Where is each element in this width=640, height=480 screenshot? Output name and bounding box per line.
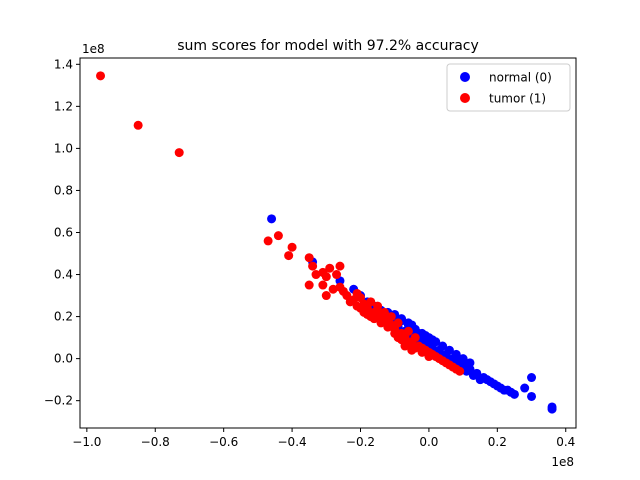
x-tick-label: 0.4 [556, 435, 575, 449]
data-point [438, 341, 448, 351]
data-point [420, 331, 430, 340]
data-point [304, 280, 314, 290]
data-point [328, 284, 338, 294]
y-tick-label: 1.2 [54, 99, 73, 113]
y-tick-label: 0.4 [54, 268, 73, 282]
data-point [444, 345, 454, 355]
y-tick-label: 0.2 [54, 310, 73, 324]
data-point [393, 333, 403, 343]
y-tick-label: 0.0 [54, 352, 73, 366]
y-tick-label: 0.6 [54, 225, 73, 239]
data-point [489, 379, 499, 389]
legend-marker-normal [460, 72, 470, 82]
data-point [462, 366, 472, 376]
y-tick-label: 0.8 [54, 183, 73, 197]
data-point [318, 280, 328, 290]
series-tumor [96, 71, 465, 376]
data-point [424, 352, 434, 362]
data-point [455, 366, 465, 376]
data-point [403, 326, 413, 336]
data-point [527, 391, 537, 401]
data-point [311, 270, 321, 280]
data-point [496, 383, 506, 393]
data-point [468, 370, 478, 380]
data-point [427, 335, 437, 345]
legend-label-tumor: tumor (1) [489, 92, 546, 106]
data-point [400, 341, 410, 351]
data-point [321, 291, 331, 301]
legend-label-normal: normal (0) [489, 71, 552, 85]
data-point [335, 261, 345, 271]
x-tick-label: −0.8 [141, 435, 170, 449]
data-point [174, 148, 184, 158]
x-offset-label: 1e8 [551, 455, 574, 469]
y-tick-label: 1.0 [54, 141, 73, 155]
data-point [345, 297, 355, 307]
data-point [482, 375, 492, 385]
data-point [407, 345, 417, 355]
x-tick-label: 0.2 [488, 435, 507, 449]
y-offset-label: 1e8 [82, 42, 105, 56]
data-point [465, 358, 475, 368]
data-point [263, 236, 273, 246]
legend-marker-tumor [460, 93, 470, 103]
data-point [304, 253, 314, 263]
data-point [133, 120, 143, 130]
plot-frame [79, 57, 577, 429]
data-point [379, 307, 389, 317]
data-point [366, 312, 376, 322]
data-point [547, 404, 557, 414]
data-point [352, 301, 362, 311]
data-point [417, 347, 427, 357]
data-point [458, 354, 468, 364]
x-tick-label: −1.0 [72, 435, 101, 449]
data-point [96, 71, 106, 81]
y-tick-label: 1.4 [54, 57, 73, 71]
data-point [366, 297, 376, 307]
data-point [475, 375, 485, 385]
data-point [386, 312, 396, 322]
data-point [321, 272, 331, 282]
x-tick-label: −0.4 [278, 435, 307, 449]
data-point [383, 322, 393, 332]
data-point [284, 251, 294, 261]
legend: normal (0) tumor (1) [446, 63, 571, 112]
data-point [267, 214, 277, 224]
data-point [308, 261, 318, 271]
points-layer [96, 71, 557, 414]
chart-title: sum scores for model with 97.2% accuracy [177, 38, 479, 54]
data-point [273, 231, 283, 241]
x-tick-label: −0.2 [346, 435, 375, 449]
axes-layer: −1.0 −0.8 −0.6 −0.4 −0.2 0.0 0.2 0.4 −0.2 0.0 0.2 0… [44, 57, 575, 449]
legend-box [446, 63, 571, 112]
data-point [410, 333, 420, 343]
data-point [527, 373, 537, 383]
data-point [376, 318, 386, 328]
data-point [520, 383, 530, 393]
data-point [332, 270, 342, 280]
data-point [503, 385, 513, 395]
x-tick-label: 0.0 [419, 435, 438, 449]
data-point [287, 242, 297, 252]
data-point [451, 349, 461, 359]
data-point [359, 307, 369, 317]
data-point [325, 263, 335, 273]
plot-area [80, 58, 576, 428]
data-point [393, 318, 403, 328]
x-tick-label: −0.6 [209, 435, 238, 449]
y-tick-label: −0.2 [44, 394, 73, 408]
data-point [373, 301, 383, 311]
